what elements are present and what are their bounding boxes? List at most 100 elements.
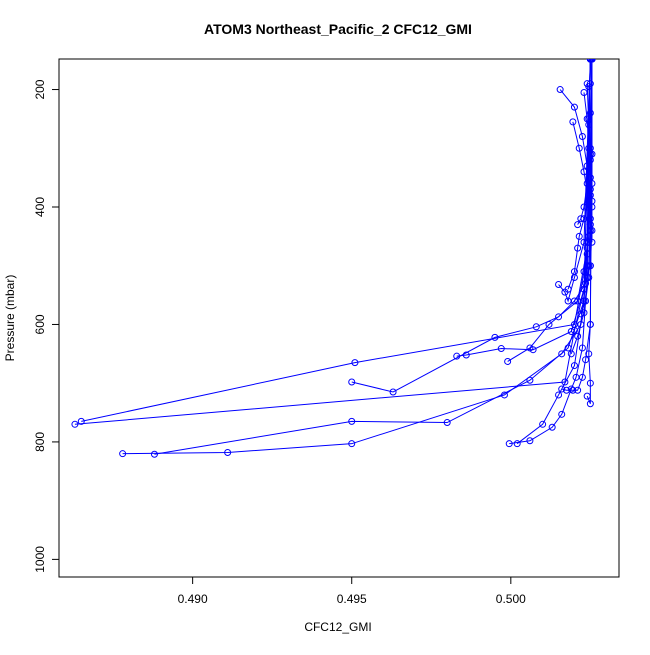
y-axis-label: Pressure (mbar) — [3, 275, 17, 362]
data-point — [77, 417, 85, 425]
data-point — [539, 420, 547, 428]
data-point — [558, 410, 566, 418]
data-point — [389, 388, 397, 396]
y-tick-label: 200 — [33, 79, 47, 99]
data-point — [443, 419, 451, 427]
data-point — [583, 392, 591, 400]
data-point — [351, 359, 359, 367]
data-point — [545, 320, 553, 328]
data-point — [526, 344, 534, 352]
data-point — [224, 448, 232, 456]
data-point — [453, 352, 461, 360]
x-tick-label: 0.490 — [178, 592, 208, 606]
data-point — [526, 437, 534, 445]
data-point — [532, 323, 540, 331]
data-point — [558, 385, 566, 393]
data-point — [574, 244, 582, 252]
series-5 — [77, 59, 594, 425]
series-4 — [71, 59, 594, 428]
series-line — [81, 59, 591, 422]
data-point — [567, 350, 575, 358]
data-point — [555, 313, 563, 321]
series-line — [74, 59, 591, 425]
plot-area — [71, 59, 596, 458]
data-point — [462, 351, 470, 359]
x-axis-label: CFC12_GMI — [304, 620, 371, 634]
data-point — [578, 133, 586, 141]
data-point — [580, 309, 588, 317]
data-point — [585, 262, 593, 270]
data-point — [574, 221, 582, 229]
data-point — [558, 350, 566, 358]
data-point — [505, 440, 513, 448]
chart-title: ATOM3 Northeast_Pacific_2 CFC12_GMI — [204, 21, 472, 37]
series-line — [122, 59, 591, 455]
series-8 — [453, 59, 594, 360]
data-point — [564, 297, 572, 305]
x-tick-label: 0.500 — [496, 592, 526, 606]
data-point — [150, 450, 158, 458]
data-point — [574, 332, 582, 340]
data-point — [526, 376, 534, 384]
data-point — [567, 385, 575, 393]
data-point — [564, 285, 572, 293]
data-point — [586, 379, 594, 387]
x-axis: 0.490 0.495 0.500 — [178, 577, 526, 606]
data-point — [586, 226, 594, 234]
data-point — [348, 417, 356, 425]
data-point — [513, 440, 521, 448]
data-point — [588, 197, 596, 205]
data-point — [577, 215, 585, 223]
data-point — [586, 320, 594, 328]
data-point — [580, 203, 588, 211]
data-point — [585, 350, 593, 358]
data-point — [569, 118, 577, 126]
data-point — [555, 391, 563, 399]
data-point — [570, 103, 578, 111]
data-point — [504, 357, 512, 365]
series-6 — [119, 59, 594, 458]
series-line — [580, 59, 593, 315]
data-point — [497, 345, 505, 353]
y-tick-label: 1000 — [33, 546, 47, 573]
data-point — [71, 420, 79, 428]
series-line — [570, 59, 593, 354]
data-point — [585, 273, 593, 281]
series-3 — [348, 59, 596, 396]
data-point — [588, 59, 596, 63]
data-point — [556, 86, 564, 94]
data-point — [580, 88, 588, 96]
data-point — [570, 268, 578, 276]
data-point — [586, 400, 594, 408]
series-7 — [150, 59, 594, 458]
data-point — [570, 362, 578, 370]
series-line — [516, 59, 591, 445]
series-9 — [504, 59, 594, 365]
x-tick-label: 0.495 — [337, 592, 367, 606]
data-point — [548, 423, 556, 431]
data-point — [575, 144, 583, 152]
data-point — [575, 232, 583, 240]
series-22 — [567, 59, 596, 358]
series-line — [154, 59, 591, 455]
data-point — [567, 328, 575, 336]
data-point — [561, 378, 569, 386]
data-point — [578, 344, 586, 352]
y-axis: 200 400 600 800 1000 — [33, 79, 59, 573]
data-point — [578, 373, 586, 381]
data-point — [569, 386, 577, 394]
plot-frame — [58, 58, 620, 578]
data-point — [348, 378, 356, 386]
data-point — [564, 344, 572, 352]
data-point — [348, 440, 356, 448]
series-line — [456, 59, 591, 357]
data-point — [119, 450, 127, 458]
y-tick-label: 600 — [33, 314, 47, 334]
y-tick-label: 800 — [33, 432, 47, 452]
y-tick-label: 400 — [33, 197, 47, 217]
data-point — [586, 80, 594, 88]
data-point — [574, 386, 582, 394]
data-point — [580, 238, 588, 246]
